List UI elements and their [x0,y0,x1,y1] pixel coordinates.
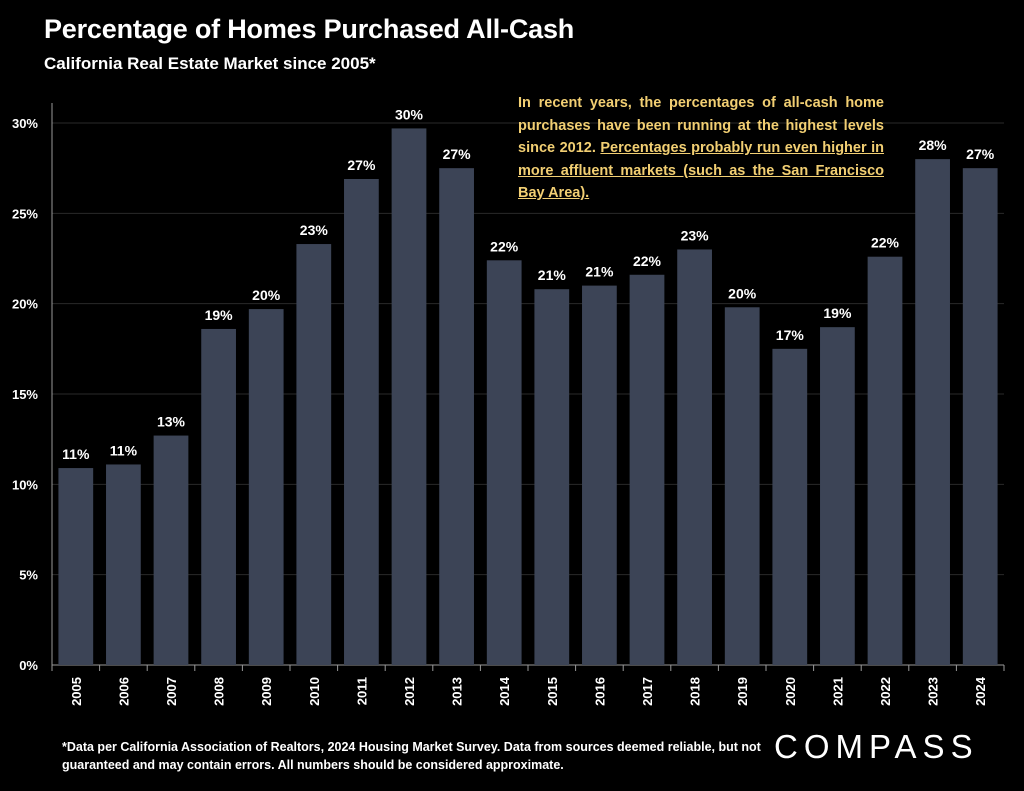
x-tick-label: 2019 [735,677,750,706]
chart-subtitle: California Real Estate Market since 2005… [44,54,376,73]
x-tick-label: 2009 [259,677,274,706]
x-tick-label: 2013 [450,677,465,706]
annotation-underlined-text: Percentages probably run even higher in … [518,140,885,202]
bar [106,464,141,665]
y-tick-label: 25% [12,206,38,221]
x-tick-label: 2010 [307,677,322,706]
x-tick-label: 2012 [402,677,417,706]
x-tick-label: 2016 [592,677,607,706]
bar [867,256,903,665]
bar [629,274,665,665]
bar [582,285,617,665]
data-label: 20% [252,287,281,303]
x-tick-label: 2018 [688,677,703,706]
y-tick-label: 0% [19,658,38,673]
data-label: 17% [776,327,805,343]
x-tick-label: 2024 [973,676,988,706]
compass-logo: COMPASS [774,728,979,765]
bar [677,249,712,665]
data-label: 22% [633,253,662,269]
bar [296,244,332,665]
data-label: 22% [871,235,900,251]
x-tick-label: 2008 [212,677,227,706]
bar [915,159,950,665]
bar [724,307,760,665]
data-label: 27% [443,146,472,162]
bar [201,328,236,665]
bar [153,435,189,665]
x-tick-label: 2006 [116,677,131,706]
bar [391,128,427,666]
x-tick-label: 2014 [497,676,512,706]
data-label: 20% [728,285,757,301]
annotation-text: In recent years, the percentages of all-… [518,95,884,157]
data-label: 21% [585,264,614,280]
bar [534,289,570,665]
x-tick-label: 2023 [926,677,941,706]
data-label: 27% [347,157,376,173]
data-label: 13% [157,414,186,430]
x-tick-label: 2022 [878,677,893,706]
y-tick-label: 15% [12,387,38,402]
annotation-callout: In recent years, the percentages of all-… [518,92,884,205]
bar [248,309,284,665]
data-label: 27% [966,146,995,162]
data-label: 21% [538,267,567,283]
chart-title: Percentage of Homes Purchased All-Cash [44,14,575,44]
x-tick-label: 2020 [783,677,798,706]
data-label: 19% [205,307,234,323]
bar [820,327,855,665]
data-label: 19% [823,305,852,321]
bar [344,179,379,666]
data-label: 28% [919,137,948,153]
bar [439,168,474,665]
x-tick-label: 2005 [69,677,84,706]
bar [486,260,522,665]
x-tick-label: 2011 [354,677,369,705]
bar [962,168,998,665]
data-label: 23% [300,222,329,238]
x-tick-label: 2021 [830,677,845,706]
footnote: *Data per California Association of Real… [62,740,761,772]
y-tick-label: 10% [12,477,38,492]
y-tick-label: 20% [12,297,38,312]
x-tick-label: 2017 [640,677,655,706]
x-tick-label: 2015 [545,677,560,706]
bar [772,348,808,665]
y-tick-label: 5% [19,568,38,583]
data-label: 23% [681,227,710,243]
bar [58,468,94,665]
data-label: 22% [490,238,519,254]
y-tick-label: 30% [12,116,38,131]
data-label: 30% [395,106,424,122]
x-tick-label: 2007 [164,677,179,706]
data-label: 11% [62,446,90,462]
data-label: 11% [110,442,138,458]
